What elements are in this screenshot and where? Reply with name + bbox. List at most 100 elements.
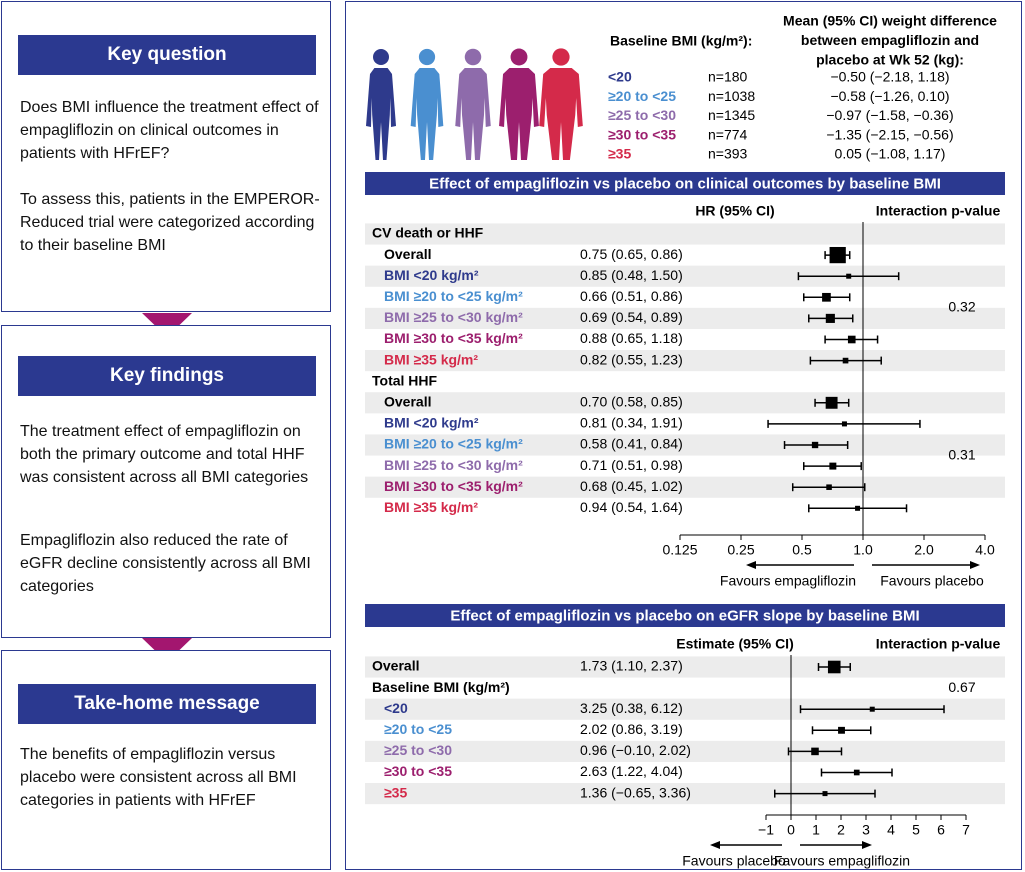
x-tick-label: 5 bbox=[912, 822, 920, 838]
box-title: Take-home message bbox=[18, 684, 316, 724]
interaction-header: Interaction p-value bbox=[876, 203, 1001, 219]
weight-difference: 0.05 (−1.08, 1.17) bbox=[835, 146, 946, 162]
group-label: Baseline BMI (kg/m²) bbox=[372, 679, 510, 695]
weight-difference: −1.35 (−2.15, −0.56) bbox=[826, 126, 953, 142]
row-label: Overall bbox=[384, 246, 431, 262]
row-band bbox=[365, 740, 1005, 762]
arrow-head bbox=[862, 841, 872, 849]
estimate-box bbox=[853, 769, 860, 776]
row-label: BMI <20 kg/m² bbox=[384, 267, 479, 283]
row-band bbox=[365, 698, 1005, 720]
weight-difference: −0.50 (−2.18, 1.18) bbox=[830, 69, 949, 85]
row-band bbox=[365, 223, 1005, 245]
silhouette-head bbox=[418, 48, 436, 66]
arrow-head bbox=[710, 841, 720, 849]
x-tick-label: 0 bbox=[787, 822, 795, 838]
favours-right: Favours placebo bbox=[880, 573, 984, 589]
row-band bbox=[365, 656, 1005, 678]
estimate-label: 0.69 (0.54, 0.89) bbox=[580, 309, 683, 325]
estimate-box bbox=[847, 335, 856, 344]
estimate-label: 0.58 (0.41, 0.84) bbox=[580, 436, 683, 452]
estimate-label: 1.73 (1.10, 2.37) bbox=[580, 658, 683, 674]
panel-border bbox=[345, 1, 1022, 870]
row-band bbox=[365, 350, 1005, 372]
estimate-label: 3.25 (0.38, 6.12) bbox=[580, 700, 683, 716]
row-label: BMI ≥30 to <35 kg/m² bbox=[384, 478, 523, 494]
row-label: BMI ≥35 kg/m² bbox=[384, 499, 478, 515]
estimate-box bbox=[822, 791, 828, 797]
x-tick-label: 2 bbox=[837, 822, 845, 838]
table-heading: Mean (95% CI) weight difference bbox=[783, 13, 997, 29]
bmi-n: n=180 bbox=[708, 69, 748, 85]
section-bar bbox=[365, 604, 1005, 627]
estimate-box bbox=[855, 505, 861, 511]
row-label: ≥25 to <30 bbox=[384, 742, 452, 758]
row-label: BMI <20 kg/m² bbox=[384, 415, 479, 431]
row-label: BMI ≥35 kg/m² bbox=[384, 351, 478, 367]
estimate-box bbox=[822, 292, 831, 302]
interaction-value: 0.31 bbox=[948, 446, 975, 462]
section-bar bbox=[365, 172, 1005, 195]
silhouette bbox=[366, 68, 396, 160]
column-header: HR (95% CI) bbox=[695, 203, 774, 219]
weight-difference: −0.97 (−1.58, −0.36) bbox=[826, 107, 953, 123]
estimate-label: 0.70 (0.58, 0.85) bbox=[580, 394, 683, 410]
bmi-n: n=1345 bbox=[708, 107, 755, 123]
row-label: Overall bbox=[384, 394, 431, 410]
group-label: Total HHF bbox=[372, 372, 438, 388]
row-label: BMI ≥25 to <30 kg/m² bbox=[384, 309, 523, 325]
paragraph: Empagliflozin also reduced the rate of e… bbox=[20, 532, 311, 595]
silhouette bbox=[539, 68, 583, 160]
paragraph: To assess this, patients in the EMPEROR-… bbox=[20, 191, 320, 254]
x-tick-label: 7 bbox=[962, 822, 970, 838]
estimate-label: 1.36 (−0.65, 3.36) bbox=[580, 784, 691, 800]
row-band bbox=[365, 392, 1005, 414]
x-tick-label: 0.25 bbox=[727, 542, 754, 558]
favours-left: Favours empagliflozin bbox=[720, 573, 856, 589]
row-band bbox=[365, 476, 1005, 498]
row-band bbox=[365, 265, 1005, 287]
estimate-box bbox=[829, 246, 846, 264]
favours-left: Favours placebo bbox=[682, 853, 786, 869]
column-header: Estimate (95% CI) bbox=[676, 636, 793, 652]
bmi-category: ≥20 to <25 bbox=[608, 88, 676, 104]
arrow-head bbox=[746, 561, 756, 569]
estimate-label: 0.94 (0.54, 1.64) bbox=[580, 499, 683, 515]
estimate-box bbox=[811, 441, 819, 449]
group-label: CV death or HHF bbox=[372, 225, 484, 241]
estimate-box bbox=[838, 726, 845, 734]
row-label: BMI ≥25 to <30 kg/m² bbox=[384, 457, 523, 473]
estimate-box bbox=[841, 421, 847, 427]
favours-right: Favours empagliflozin bbox=[774, 853, 910, 869]
estimate-label: 0.66 (0.51, 0.86) bbox=[580, 288, 683, 304]
x-tick-label: 1 bbox=[812, 822, 820, 838]
box-title: Key findings bbox=[18, 356, 316, 396]
estimate-label: 0.96 (−0.10, 2.02) bbox=[580, 742, 691, 758]
row-label: ≥30 to <35 bbox=[384, 763, 452, 779]
bmi-n: n=774 bbox=[708, 126, 748, 142]
bmi-category: ≥30 to <35 bbox=[608, 126, 676, 142]
estimate-box bbox=[842, 357, 849, 364]
take-home-box: Take-home message The benefits of empagl… bbox=[1, 650, 331, 870]
bmi-n: n=393 bbox=[708, 146, 748, 162]
estimate-label: 0.71 (0.51, 0.98) bbox=[580, 457, 683, 473]
silhouette bbox=[410, 68, 444, 160]
interaction-header: Interaction p-value bbox=[876, 636, 1001, 652]
section-title: Effect of empagliflozin vs placebo on eG… bbox=[450, 607, 919, 624]
x-tick-label: 4 bbox=[887, 822, 895, 838]
bmi-category: <20 bbox=[608, 69, 632, 85]
estimate-box bbox=[811, 747, 819, 756]
x-tick-label: −1 bbox=[758, 822, 774, 838]
weight-difference: −0.58 (−1.26, 0.10) bbox=[830, 88, 949, 104]
estimate-box bbox=[829, 462, 837, 470]
key-question-box: Key question Does BMI influence the trea… bbox=[1, 1, 331, 312]
row-label: Overall bbox=[372, 658, 419, 674]
estimate-box bbox=[846, 273, 852, 279]
silhouette-head bbox=[373, 49, 389, 65]
estimate-label: 2.63 (1.22, 4.04) bbox=[580, 763, 683, 779]
estimate-label: 0.88 (0.65, 1.18) bbox=[580, 330, 683, 346]
bmi-category: ≥35 bbox=[608, 146, 631, 162]
x-tick-label: 0.125 bbox=[662, 542, 697, 558]
silhouette bbox=[455, 68, 491, 160]
x-tick-label: 0.5 bbox=[792, 542, 812, 558]
